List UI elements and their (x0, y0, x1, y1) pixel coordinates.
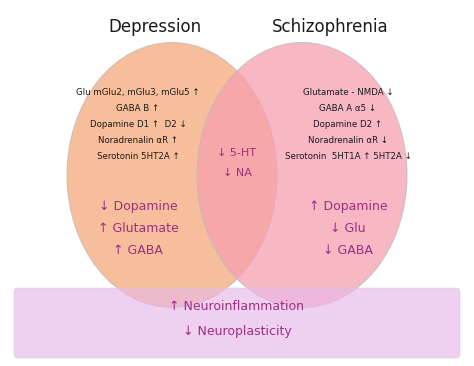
Text: Noradrenalin αR ↑: Noradrenalin αR ↑ (98, 136, 178, 145)
Text: ↑ Glutamate: ↑ Glutamate (98, 222, 178, 235)
Text: Dopamine D1 ↑  D2 ↓: Dopamine D1 ↑ D2 ↓ (90, 120, 186, 129)
Text: Glu mGlu2, mGlu3, mGlu5 ↑: Glu mGlu2, mGlu3, mGlu5 ↑ (76, 88, 200, 97)
Text: Depression: Depression (109, 18, 201, 36)
Text: Dopamine D2 ↑: Dopamine D2 ↑ (313, 120, 383, 129)
FancyBboxPatch shape (14, 288, 460, 358)
Text: ↑ GABA: ↑ GABA (113, 244, 163, 257)
Ellipse shape (67, 42, 277, 307)
Text: ↑ Neuroinflammation: ↑ Neuroinflammation (170, 300, 304, 313)
Text: Serotonin 5HT2A ↑: Serotonin 5HT2A ↑ (97, 152, 179, 161)
Text: Noradrenalin αR ↓: Noradrenalin αR ↓ (308, 136, 388, 145)
Text: Serotonin  5HT1A ↑ 5HT2A ↓: Serotonin 5HT1A ↑ 5HT2A ↓ (284, 152, 411, 161)
Text: ↓ NA: ↓ NA (223, 168, 251, 178)
Text: ↓ Dopamine: ↓ Dopamine (99, 200, 177, 213)
Text: ↓ 5-HT: ↓ 5-HT (218, 148, 256, 158)
Text: GABA A α5 ↓: GABA A α5 ↓ (319, 104, 376, 113)
Text: ↓ Neuroplasticity: ↓ Neuroplasticity (182, 325, 292, 338)
Text: ↓ Glu: ↓ Glu (330, 222, 366, 235)
Text: ↓ GABA: ↓ GABA (323, 244, 373, 257)
Text: Glutamate - NMDA ↓: Glutamate - NMDA ↓ (303, 88, 393, 97)
Ellipse shape (197, 42, 407, 307)
Text: ↑ Dopamine: ↑ Dopamine (309, 200, 387, 213)
Text: Schizophrenia: Schizophrenia (272, 18, 388, 36)
Text: GABA B ↑: GABA B ↑ (117, 104, 160, 113)
